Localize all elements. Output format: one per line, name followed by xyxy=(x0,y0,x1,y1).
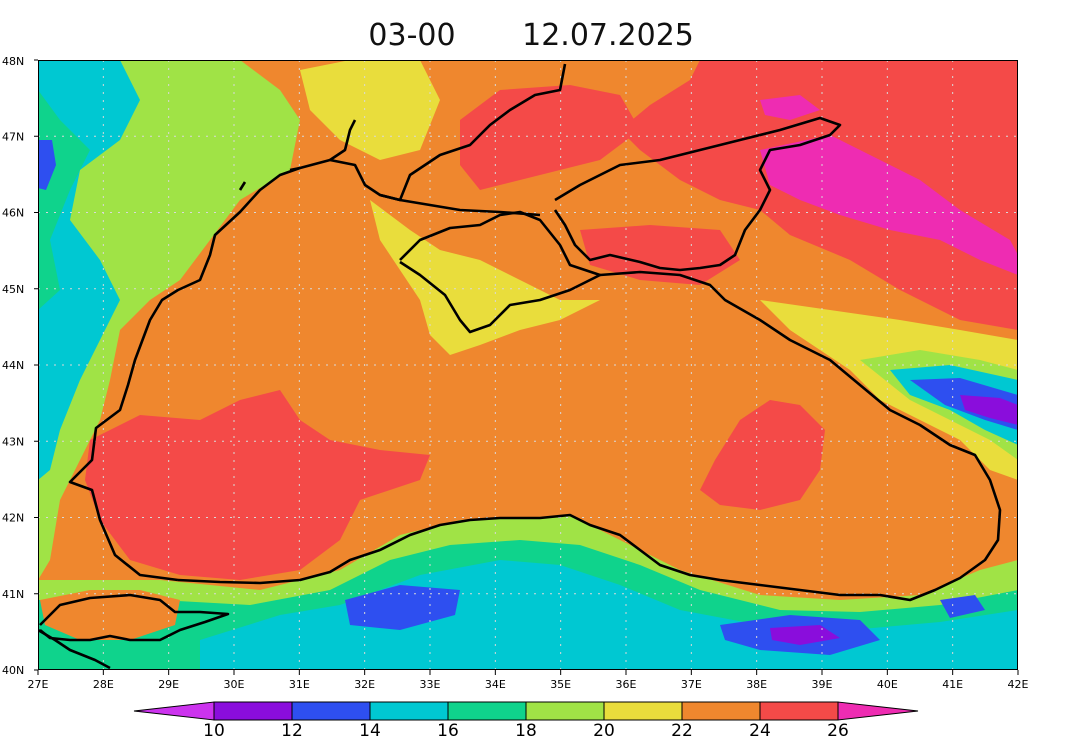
lat-tick-label: 46N xyxy=(2,207,24,220)
color-scale-bar: 10 12 14 16 18 20 22 24 26 xyxy=(133,701,919,741)
lat-tick-label: 45N xyxy=(2,283,24,296)
lon-tick-label: 37E xyxy=(681,678,702,691)
field-zone-east-warm xyxy=(700,400,825,510)
colorbar-segment xyxy=(759,701,839,721)
latitude-labels: 40N 41N 42N 43N 44N 45N 46N 47N 48N xyxy=(2,55,38,677)
colorbar-label: 10 xyxy=(203,721,225,741)
field-zone-north-yellow xyxy=(300,60,440,160)
field-zone-west-blue-spot xyxy=(38,140,56,190)
colorbar-segment xyxy=(291,701,371,721)
lon-tick-label: 29E xyxy=(158,678,179,691)
map-title-time: 03-00 xyxy=(368,18,455,53)
coastline-caucasus-east xyxy=(177,270,1002,602)
graticule xyxy=(38,60,1018,670)
lat-tick-label: 43N xyxy=(2,435,24,448)
colorbar-segment xyxy=(213,701,293,721)
lon-tick-label: 42E xyxy=(1008,678,1029,691)
coastline-bosphorus xyxy=(38,628,111,670)
lon-tick-label: 41E xyxy=(942,678,963,691)
colorbar-arrow-high xyxy=(837,701,919,721)
colorbar-arrow-low xyxy=(133,701,215,721)
lat-tick-label: 42N xyxy=(2,512,24,525)
lat-tick-label: 41N xyxy=(2,588,24,601)
field-zone-west-warm xyxy=(85,390,430,580)
field-zone-kerch-warm xyxy=(580,225,740,285)
field-zone-ne-hot xyxy=(760,135,1018,275)
lat-tick-label: 44N xyxy=(2,359,24,372)
colorbar-label: 12 xyxy=(281,721,303,741)
lon-tick-label: 30E xyxy=(224,678,245,691)
lon-tick-label: 31E xyxy=(289,678,310,691)
colorbar-segment xyxy=(447,701,527,721)
colorbar-label: 22 xyxy=(671,721,693,741)
lat-tick-label: 48N xyxy=(2,55,24,68)
field-zone-south-blue-1 xyxy=(345,585,460,630)
lat-tick-label: 47N xyxy=(2,130,24,143)
lon-tick-label: 28E xyxy=(93,678,114,691)
field-zone-se-yellow xyxy=(760,300,1018,480)
longitude-labels: 27E 28E 29E 30E 31E 32E 33E 34E 35E 36E 37E 38E 39E 4… xyxy=(28,670,1029,691)
colorbar-label: 18 xyxy=(515,721,537,741)
colorbar-segment xyxy=(369,701,449,721)
lon-tick-label: 36E xyxy=(616,678,637,691)
colorbar-label: 14 xyxy=(359,721,381,741)
colorbar-label: 24 xyxy=(749,721,771,741)
colorbar-segment xyxy=(603,701,683,721)
coastline-azov xyxy=(553,116,842,272)
lon-tick-label: 27E xyxy=(28,678,49,691)
coastline-north-inlets xyxy=(238,119,541,217)
field-zone-crimea-yellow xyxy=(370,200,600,355)
map-area xyxy=(38,60,1018,670)
lon-tick-label: 34E xyxy=(485,678,506,691)
lon-tick-label: 38E xyxy=(746,678,767,691)
coastlines xyxy=(38,63,1002,670)
colorbar-segment xyxy=(525,701,605,721)
lon-tick-label: 39E xyxy=(812,678,833,691)
lon-tick-label: 32E xyxy=(354,678,375,691)
coastline-marmara xyxy=(39,593,230,642)
field-zone-south-blue-3 xyxy=(940,595,985,618)
lon-tick-label: 33E xyxy=(420,678,441,691)
lon-tick-label: 35E xyxy=(550,678,571,691)
lat-tick-label: 40N xyxy=(2,664,24,677)
colorbar-segment xyxy=(681,701,761,721)
colorbar-label: 26 xyxy=(827,721,849,741)
field-zone-ne-hot-2 xyxy=(760,95,820,120)
coastline-black-sea-west-north xyxy=(68,63,567,582)
lon-tick-label: 40E xyxy=(877,678,898,691)
map-title-date: 12.07.2025 xyxy=(522,18,694,53)
field-zone-azov-warm xyxy=(460,85,640,190)
field-zone-se-violet xyxy=(960,395,1018,425)
colorbar-label: 16 xyxy=(437,721,459,741)
colorbar-label: 20 xyxy=(593,721,615,741)
